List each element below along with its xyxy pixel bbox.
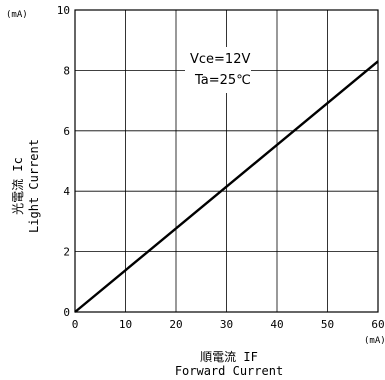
- plot-frame: [74, 9, 379, 313]
- y-axis-label-jp: 光電流 Ic: [11, 157, 25, 215]
- x-tick-label: 20: [169, 318, 182, 331]
- annotation-ta: Ta=25℃: [194, 73, 251, 88]
- series-layer: [74, 60, 379, 313]
- x-tick-label: 40: [270, 318, 283, 331]
- series-line: [74, 60, 379, 313]
- x-tick-label: 30: [220, 318, 233, 331]
- y-tick-label: 10: [57, 4, 70, 17]
- annotation-vce: Vce=12V: [190, 52, 250, 67]
- x-axis-label-jp: 順電流 IF: [200, 350, 258, 364]
- y-tick-label: 0: [63, 306, 70, 319]
- annotation-box: [185, 47, 251, 93]
- y-tick-label: 6: [63, 125, 70, 138]
- x-tick-label: 60: [371, 318, 384, 331]
- y-tick-label: 2: [63, 246, 70, 259]
- x-tick-label: 0: [72, 318, 79, 331]
- y-unit-label: (mA): [6, 10, 28, 20]
- x-tick-label: 10: [119, 318, 132, 331]
- x-axis-label-en: Forward Current: [175, 364, 283, 378]
- y-tick-label: 4: [63, 185, 70, 198]
- y-tick-label: 8: [63, 64, 70, 77]
- x-unit-label: (mA): [364, 336, 385, 346]
- x-tick-label: 50: [321, 318, 334, 331]
- y-axis-label-en: Light Current: [27, 139, 41, 233]
- tick-labels: 0 10 20 30 40 50 60 0 2 4 6 8 10: [57, 4, 385, 331]
